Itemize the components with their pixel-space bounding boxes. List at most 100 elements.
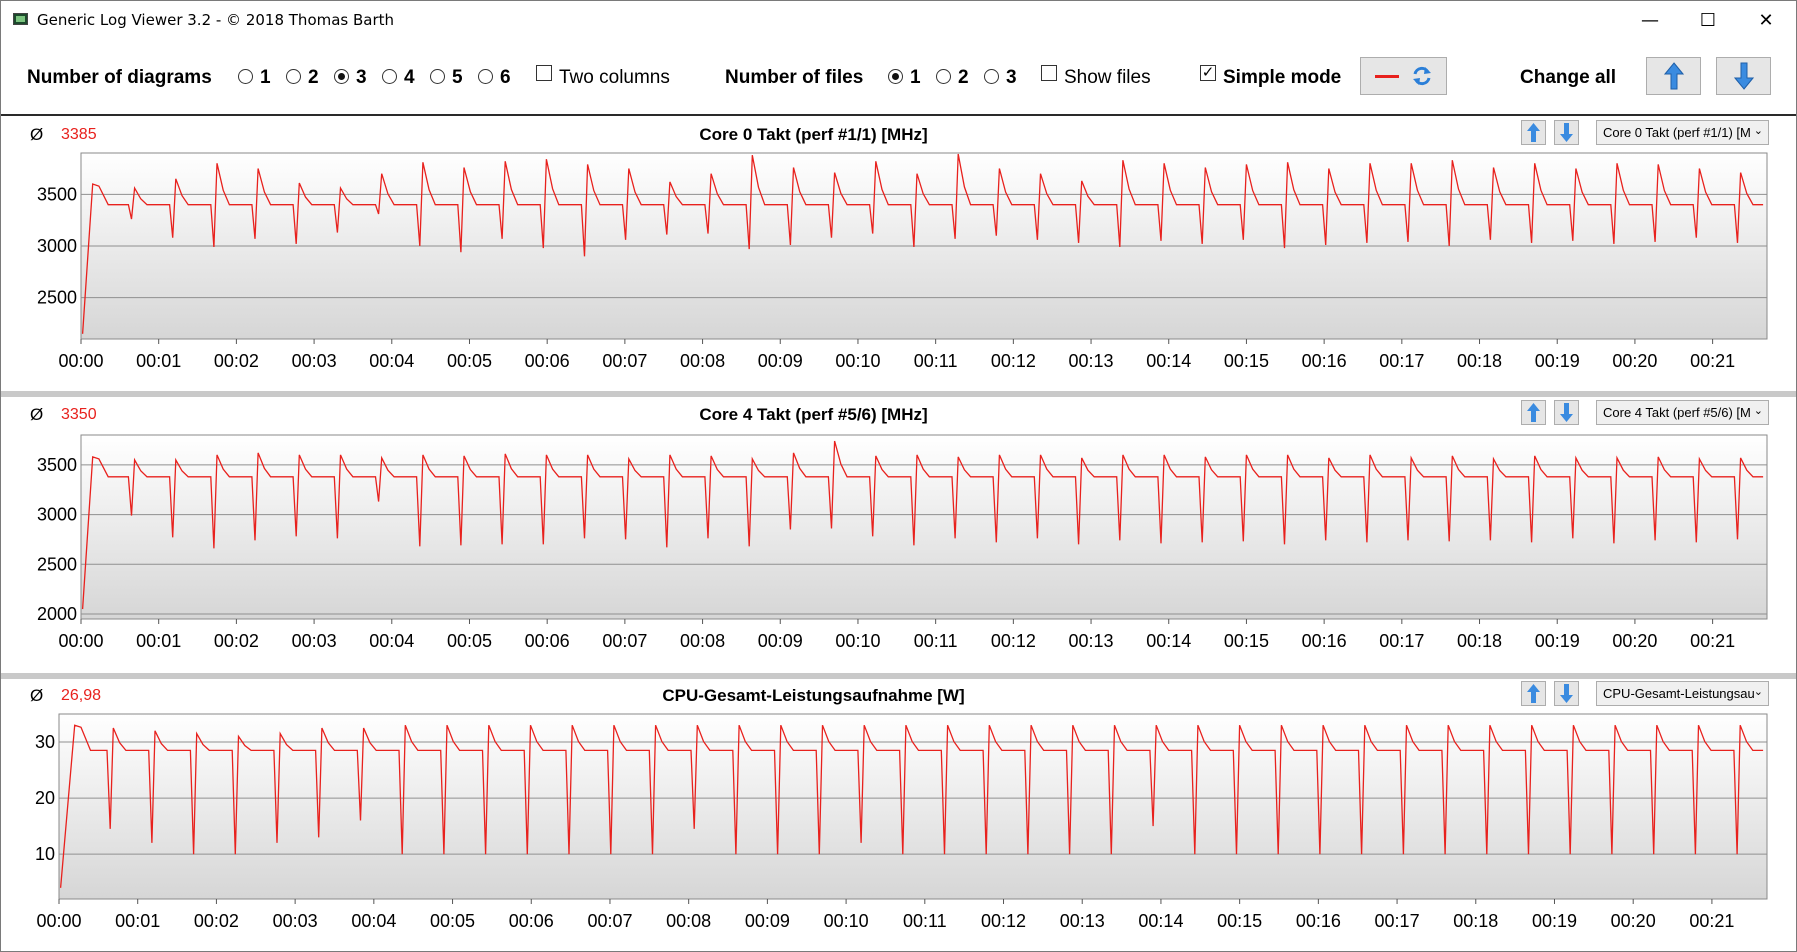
average-symbol: Ø <box>30 405 44 424</box>
y-tick-label: 2500 <box>37 288 77 308</box>
color-refresh-button[interactable] <box>1360 57 1447 95</box>
two-columns-label[interactable]: Two columns <box>559 67 670 88</box>
files-radio-3[interactable] <box>984 69 999 84</box>
x-tick-label: 00:12 <box>991 351 1036 371</box>
x-tick-label: 00:14 <box>1138 911 1183 931</box>
x-tick-label: 00:18 <box>1453 911 1498 931</box>
files-option-2[interactable]: 2 <box>958 67 969 88</box>
chevron-down-icon: ⌄ <box>1753 686 1763 698</box>
diagrams-option-6[interactable]: 6 <box>500 67 511 88</box>
diagrams-radio-2[interactable] <box>286 69 301 84</box>
two-columns-checkbox[interactable] <box>536 65 552 81</box>
series-line <box>59 724 1764 888</box>
x-tick-label: 00:04 <box>369 631 414 651</box>
arrow-up-icon <box>1527 684 1540 703</box>
y-tick-label: 3500 <box>37 184 77 204</box>
window-title: Generic Log Viewer 3.2 - © 2018 Thomas B… <box>37 11 395 29</box>
x-tick-label: 00:20 <box>1611 911 1656 931</box>
files-radio-1[interactable] <box>888 69 903 84</box>
diagrams-radio-6[interactable] <box>478 69 493 84</box>
change-all-label: Change all <box>1520 67 1617 88</box>
move-up-button[interactable] <box>1521 400 1546 425</box>
move-down-button[interactable] <box>1554 400 1579 425</box>
plot-area <box>80 434 1768 620</box>
x-tick-label: 00:06 <box>525 351 570 371</box>
x-tick-label: 00:05 <box>447 351 492 371</box>
series-selector[interactable]: Core 0 Takt (perf #1/1) [M ⌄ <box>1596 120 1769 145</box>
series-selector[interactable]: Core 4 Takt (perf #5/6) [M ⌄ <box>1596 400 1769 425</box>
arrow-up-icon <box>1527 123 1540 142</box>
x-tick-label: 00:00 <box>58 351 103 371</box>
x-tick-label: 00:19 <box>1535 351 1580 371</box>
diagrams-radio-4[interactable] <box>382 69 397 84</box>
x-tick-label: 00:11 <box>914 631 958 651</box>
x-tick-label: 00:00 <box>58 631 103 651</box>
diagrams-radio-1[interactable] <box>238 69 253 84</box>
line-chart: 10 20 30 00:00 00:01 00:02 00:03 00:04 00:05 00:0… <box>35 713 1768 931</box>
series-selector[interactable]: CPU-Gesamt-Leistungsau ⌄ <box>1596 681 1769 706</box>
diagrams-radio-5[interactable] <box>430 69 445 84</box>
x-tick-label: 00:16 <box>1302 351 1347 371</box>
minimize-button[interactable]: — <box>1641 9 1659 31</box>
diagram-panel-1: Ø 3385 Core 0 Takt (perf #1/1) [MHz] Cor… <box>1 116 1796 391</box>
chart-title: Core 0 Takt (perf #1/1) [MHz] <box>699 125 928 144</box>
x-tick-label: 00:10 <box>824 911 869 931</box>
average-value: 26,98 <box>61 687 102 704</box>
move-up-button[interactable] <box>1521 120 1546 145</box>
y-tick-label: 2500 <box>37 554 77 574</box>
chart-title: Core 4 Takt (perf #5/6) [MHz] <box>699 405 928 424</box>
show-files-label[interactable]: Show files <box>1064 67 1151 88</box>
x-tick-label: 00:05 <box>430 911 475 931</box>
move-down-button[interactable] <box>1554 120 1579 145</box>
x-tick-label: 00:08 <box>680 631 725 651</box>
chevron-down-icon: ⌄ <box>1753 125 1763 137</box>
move-all-up-button[interactable] <box>1646 57 1701 95</box>
move-down-button[interactable] <box>1554 681 1579 706</box>
panel-divider[interactable] <box>1 673 1796 679</box>
diagrams-option-1[interactable]: 1 <box>260 67 271 88</box>
y-tick-label: 10 <box>35 844 55 864</box>
x-tick-label: 00:19 <box>1535 631 1580 651</box>
diagrams-option-4[interactable]: 4 <box>404 67 415 88</box>
average-value: 3350 <box>61 406 97 423</box>
y-tick-label: 3000 <box>37 236 77 256</box>
move-up-button[interactable] <box>1521 681 1546 706</box>
x-tick-label: 00:16 <box>1296 911 1341 931</box>
diagrams-option-5[interactable]: 5 <box>452 67 463 88</box>
x-tick-label: 00:14 <box>1146 351 1191 371</box>
x-tick-label: 00:00 <box>36 911 81 931</box>
panel-divider[interactable] <box>1 391 1796 397</box>
diagrams-label: Number of diagrams <box>27 67 212 88</box>
line-chart: 2000 2500 3000 3500 00:00 00:01 00:02 00:03 00:0… <box>37 434 1768 651</box>
x-tick-label: 00:12 <box>981 911 1026 931</box>
diagrams-radio-3[interactable] <box>334 69 349 84</box>
files-option-3[interactable]: 3 <box>1006 67 1017 88</box>
close-button[interactable]: ✕ <box>1758 9 1774 31</box>
x-tick-label: 00:17 <box>1379 631 1424 651</box>
x-tick-label: 00:09 <box>758 351 803 371</box>
y-tick-label: 20 <box>35 788 55 808</box>
simple-mode-checkbox[interactable]: ✓ <box>1200 64 1216 81</box>
x-tick-label: 00:21 <box>1690 351 1735 371</box>
arrow-down-icon <box>1733 62 1754 90</box>
diagrams-option-3[interactable]: 3 <box>356 67 367 88</box>
x-tick-label: 00:21 <box>1689 911 1734 931</box>
show-files-checkbox[interactable] <box>1041 65 1057 81</box>
maximize-button[interactable]: ☐ <box>1699 9 1717 31</box>
x-tick-label: 00:21 <box>1690 631 1735 651</box>
files-option-1[interactable]: 1 <box>910 67 921 88</box>
chart-title: CPU-Gesamt-Leistungsaufnahme [W] <box>662 686 965 705</box>
title-bar[interactable]: Generic Log Viewer 3.2 - © 2018 Thomas B… <box>1 1 1796 39</box>
diagrams-option-2[interactable]: 2 <box>308 67 319 88</box>
x-tick-label: 00:10 <box>835 351 880 371</box>
diagram-panel-2: Ø 3350 Core 4 Takt (perf #5/6) [MHz] Cor… <box>1 397 1796 673</box>
x-tick-label: 00:13 <box>1069 631 1114 651</box>
x-tick-label: 00:02 <box>194 911 239 931</box>
files-radio-2[interactable] <box>936 69 951 84</box>
move-all-down-button[interactable] <box>1716 57 1771 95</box>
x-tick-label: 00:14 <box>1146 631 1191 651</box>
x-tick-label: 00:04 <box>369 351 414 371</box>
series-selector-value: Core 0 Takt (perf #1/1) [M <box>1603 125 1751 140</box>
average-value: 3385 <box>61 126 97 143</box>
simple-mode-label[interactable]: Simple mode <box>1223 67 1342 88</box>
